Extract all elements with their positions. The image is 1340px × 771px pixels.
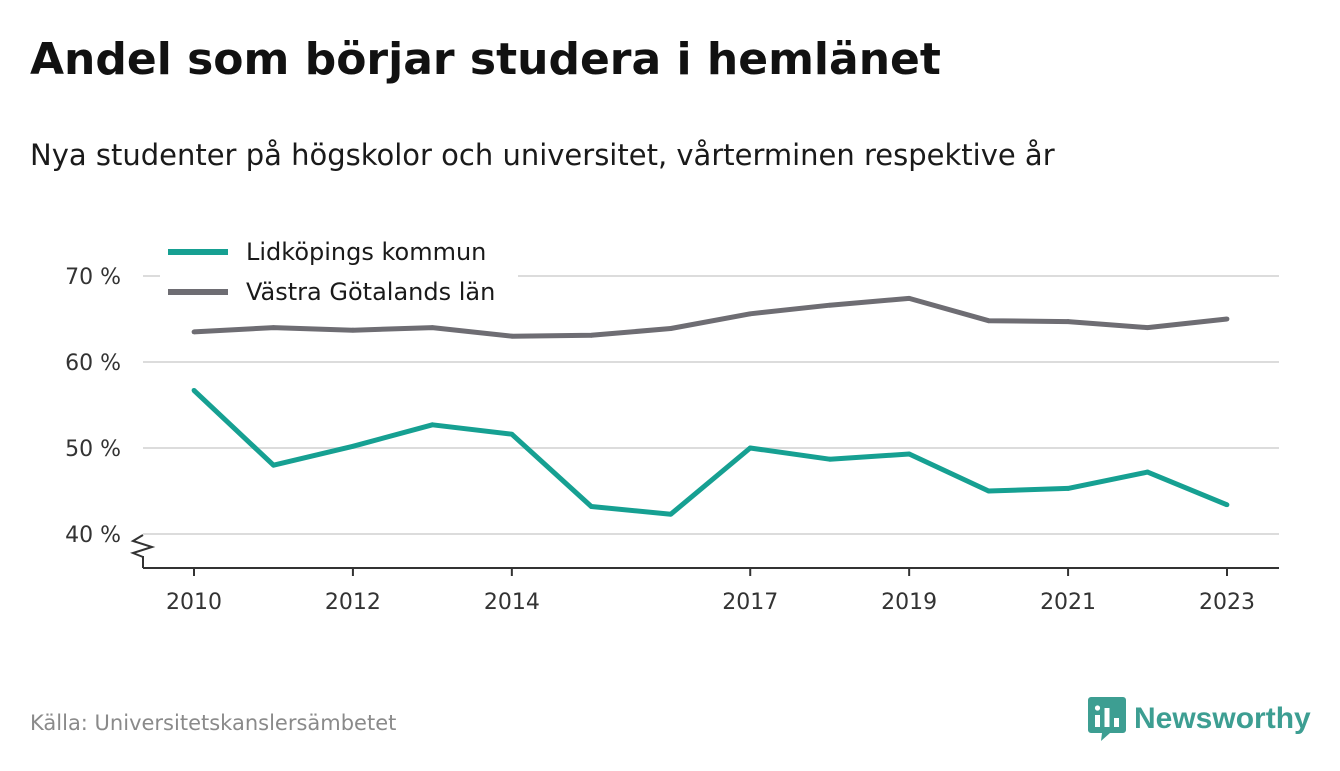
data-point (906, 451, 912, 457)
y-tick-label: 40 % (65, 523, 121, 548)
data-point (986, 488, 992, 494)
legend-background (160, 234, 518, 310)
data-point (1065, 319, 1071, 324)
y-tick-label: 70 % (65, 265, 121, 290)
x-tick-label: 2023 (1199, 590, 1255, 615)
data-point (747, 445, 753, 451)
bar-chart-icon (1088, 697, 1126, 741)
data-point (906, 295, 912, 301)
data-point (668, 326, 674, 331)
brand-logo[interactable]: Newsworthy (1088, 697, 1311, 741)
legend-label: Lidköpings kommun (246, 238, 486, 266)
data-point (271, 462, 276, 468)
data-point (350, 443, 356, 449)
chart-subtitle: Nya studenter på högskolor och universit… (30, 138, 1055, 172)
y-tick-label: 50 % (65, 437, 121, 462)
data-point (429, 422, 435, 428)
data-point (350, 327, 356, 333)
line-chart: 40 % 50 % 60 % 70 % 2010 2012 2014 2017 2019 2021… (65, 234, 1279, 615)
data-point (509, 431, 515, 437)
series-lines (191, 295, 1230, 517)
legend-label: Västra Götalands län (246, 278, 495, 306)
data-point (588, 504, 594, 509)
brand-name: Newsworthy (1134, 702, 1311, 735)
x-tick-label: 2010 (166, 590, 222, 615)
x-tick-label: 2012 (325, 590, 381, 615)
grid-lines (143, 275, 1279, 535)
data-point (1145, 469, 1150, 475)
data-point (271, 325, 276, 330)
series-line (192, 388, 1228, 517)
data-point (1145, 325, 1150, 330)
series-line (193, 295, 1228, 339)
x-tick-label: 2014 (484, 590, 540, 615)
axis-break-icon (130, 534, 156, 558)
data-point (509, 333, 515, 339)
data-point (986, 318, 992, 324)
chart-title: Andel som börjar studera i hemlänet (30, 34, 941, 85)
y-tick-label: 60 % (65, 351, 121, 376)
data-point (1224, 316, 1230, 322)
data-point (827, 302, 833, 308)
x-tick-label: 2019 (881, 590, 937, 615)
legend: Lidköpings kommun Västra Götalands län (160, 234, 518, 310)
data-point (747, 311, 753, 317)
data-point (1065, 486, 1071, 491)
data-point (827, 456, 833, 462)
x-tick-label: 2017 (722, 590, 778, 615)
data-point (429, 325, 435, 330)
axes: 40 % 50 % 60 % 70 % 2010 2012 2014 2017 2019 2021… (65, 265, 1279, 615)
data-point (191, 387, 197, 393)
x-tick-label: 2021 (1040, 590, 1096, 615)
data-point (191, 329, 197, 335)
data-point (668, 511, 674, 517)
data-point (588, 332, 594, 338)
source-note: Källa: Universitetskanslersämbetet (30, 711, 397, 735)
data-point (1224, 502, 1230, 508)
